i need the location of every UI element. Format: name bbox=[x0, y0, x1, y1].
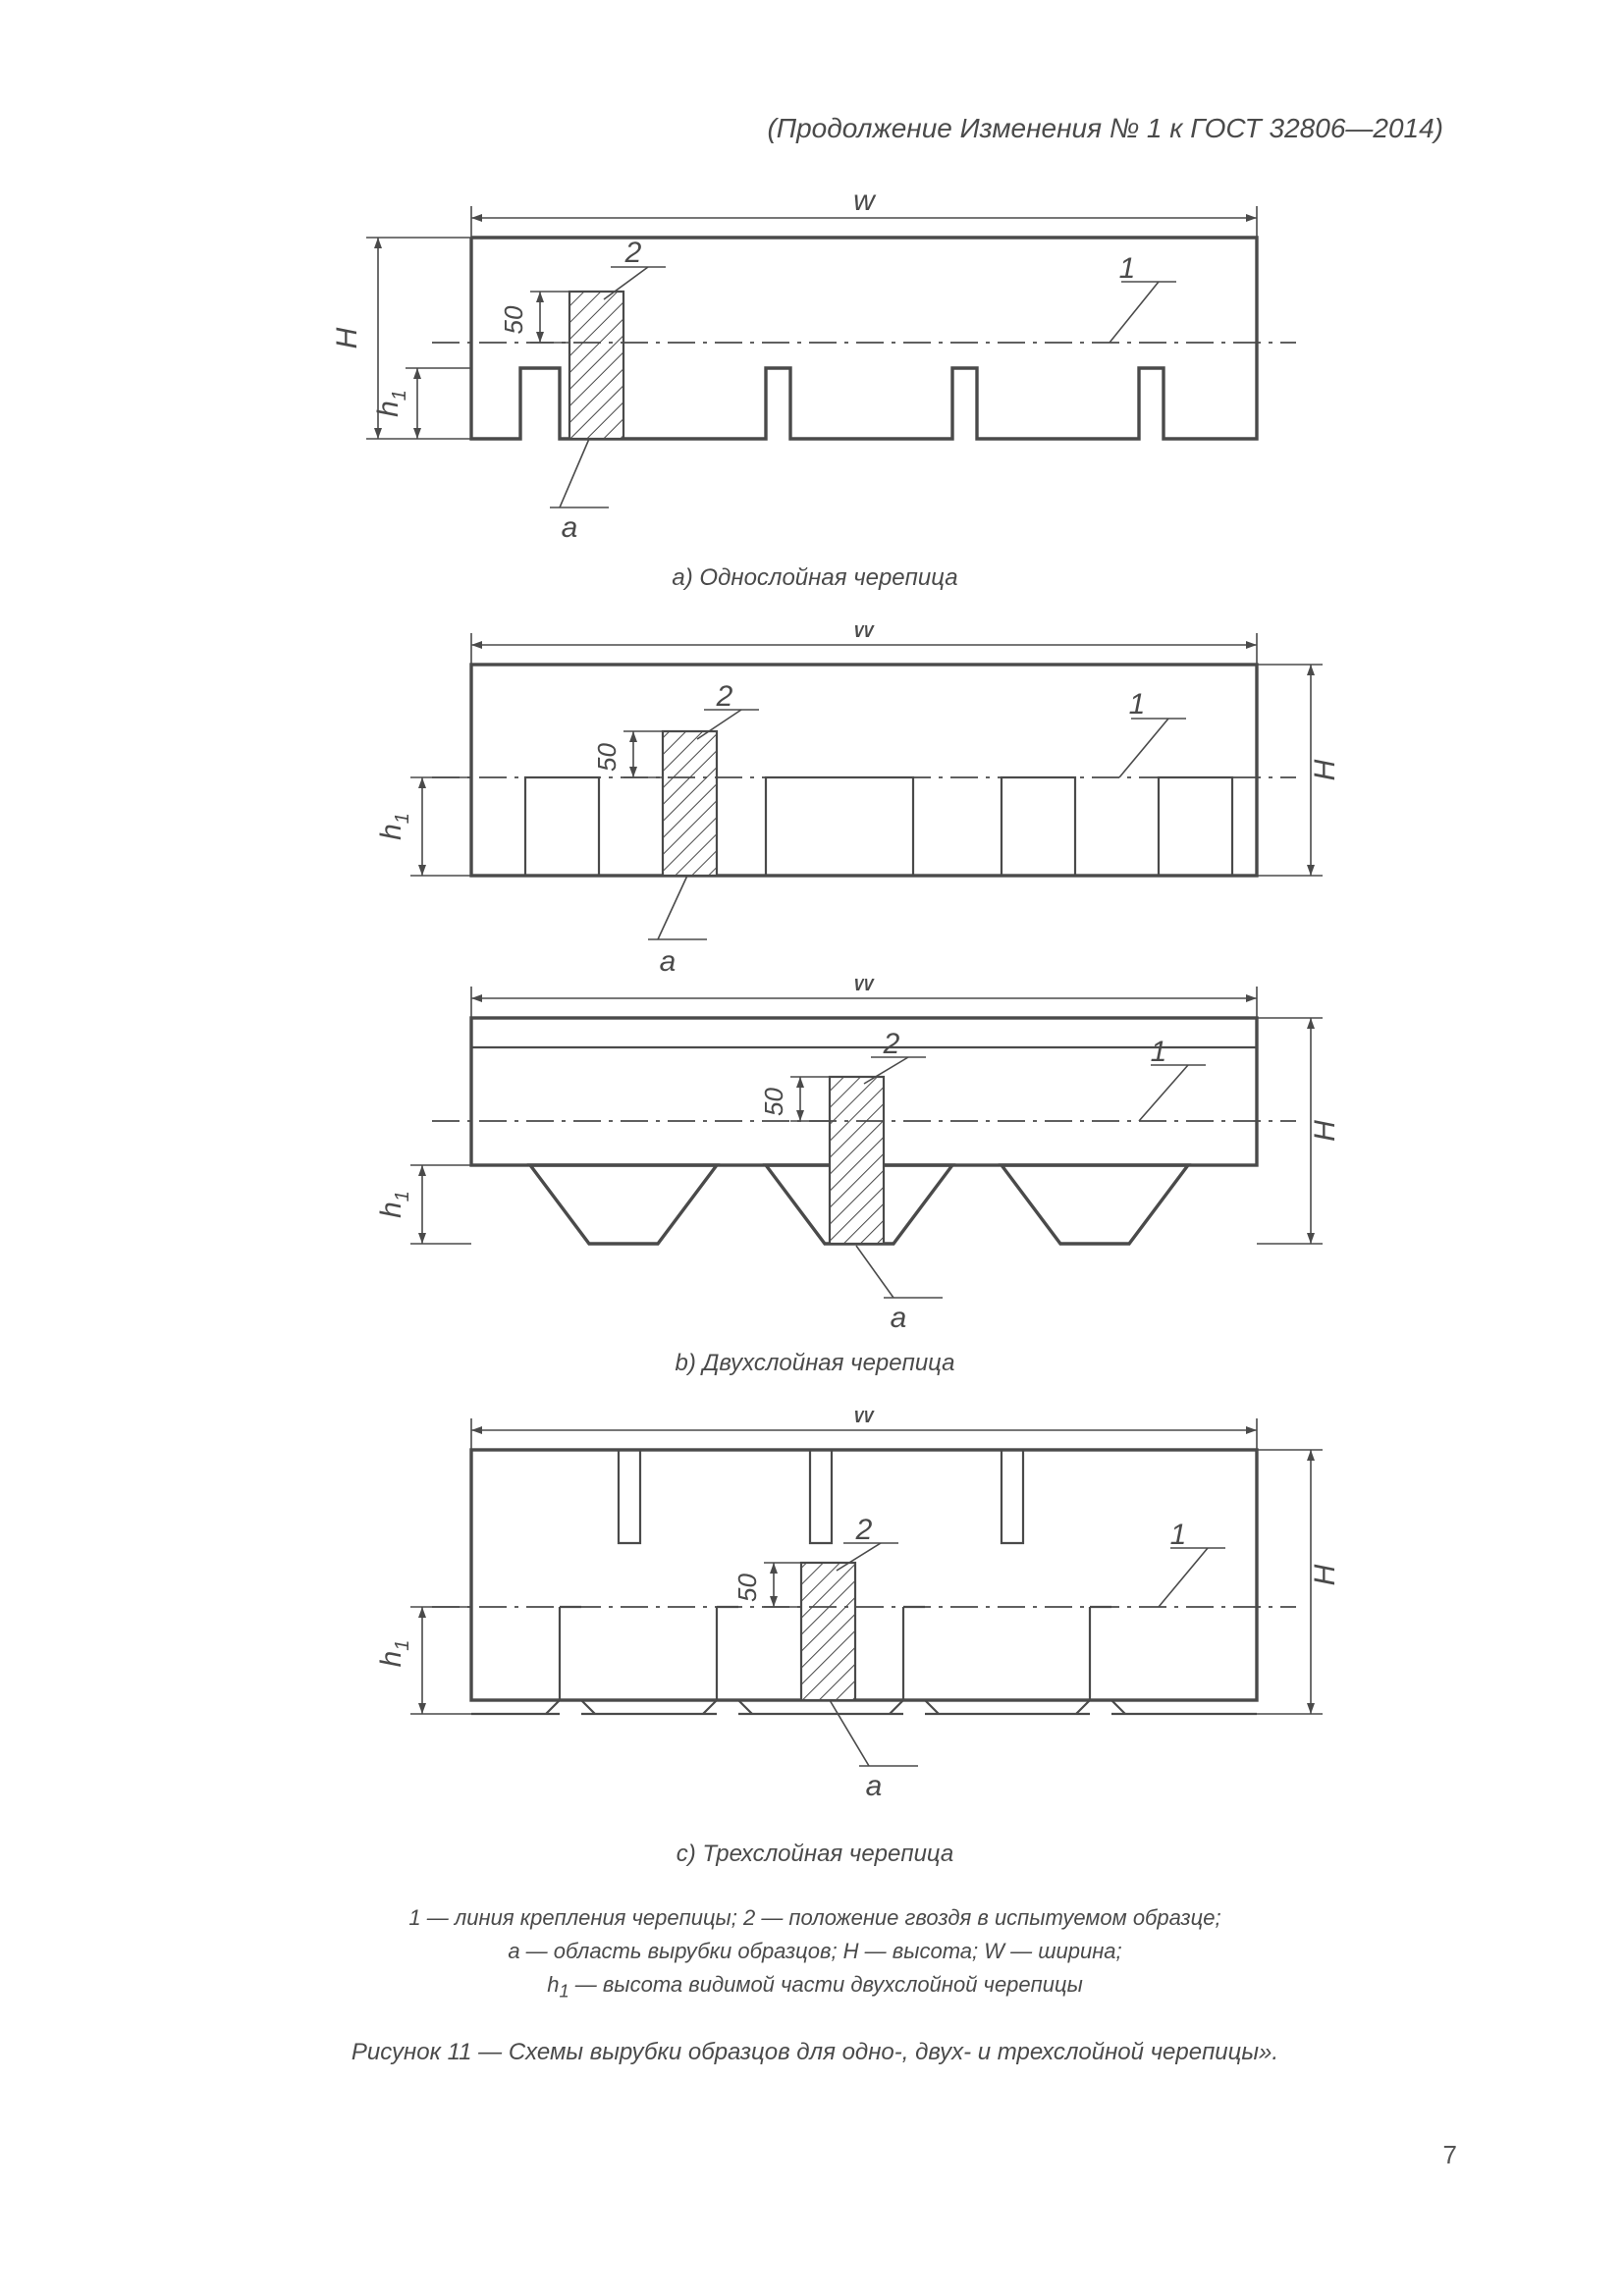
svg-text:2: 2 bbox=[883, 1028, 900, 1060]
caption-b: b) Двухслойная черепица bbox=[177, 1350, 1453, 1377]
legend-line-2: a — область вырубки образцов; H — высота… bbox=[177, 1935, 1453, 1968]
svg-text:50: 50 bbox=[499, 305, 528, 334]
caption-a: a) Однослойная черепица bbox=[177, 564, 1453, 592]
diagram-a: wHh15012a bbox=[275, 184, 1355, 547]
svg-text:2: 2 bbox=[624, 237, 642, 269]
legend: 1 — линия крепления черепицы; 2 — положе… bbox=[177, 1901, 1453, 2005]
figure-b: w Hh1 50 1 2 a w Hh1 50 1 2 a b) Двухслойная череп… bbox=[177, 625, 1453, 1377]
svg-text:a: a bbox=[660, 945, 677, 978]
svg-text:a: a bbox=[866, 1770, 883, 1802]
svg-text:50: 50 bbox=[759, 1088, 788, 1116]
svg-text:1: 1 bbox=[1170, 1519, 1187, 1551]
caption-c: c) Трехслойная черепица bbox=[177, 1841, 1453, 1868]
svg-text:50: 50 bbox=[592, 743, 622, 772]
figure-a: wHh15012a a) Однослойная черепица bbox=[177, 184, 1453, 592]
diagram-b1: w Hh1 50 1 2 a bbox=[275, 625, 1355, 979]
svg-text:w: w bbox=[853, 1411, 877, 1429]
svg-text:1: 1 bbox=[1129, 688, 1146, 721]
legend-line-3: h1 — высота видимой части двухслойной че… bbox=[177, 1968, 1453, 2005]
page-header: (Продолжение Изменения № 1 к ГОСТ 32806—… bbox=[177, 113, 1453, 144]
svg-text:1: 1 bbox=[1151, 1036, 1167, 1068]
svg-text:H: H bbox=[1309, 1564, 1341, 1585]
svg-text:a: a bbox=[891, 1302, 907, 1332]
svg-text:a: a bbox=[562, 511, 578, 544]
svg-text:h1: h1 bbox=[375, 813, 413, 840]
svg-text:h1: h1 bbox=[375, 1640, 413, 1668]
svg-text:h1: h1 bbox=[375, 1191, 413, 1218]
svg-text:2: 2 bbox=[855, 1514, 873, 1546]
svg-text:w: w bbox=[853, 979, 877, 997]
svg-text:w: w bbox=[853, 185, 877, 217]
page-number: 7 bbox=[1443, 2140, 1457, 2170]
diagram-c: w Hh1 50 1 2 a bbox=[275, 1411, 1355, 1823]
figure-c: w Hh1 50 1 2 a c) Трехслойная черепица bbox=[177, 1411, 1453, 1868]
svg-text:50: 50 bbox=[732, 1574, 762, 1602]
diagram-b2: w Hh1 50 1 2 a bbox=[275, 979, 1355, 1332]
svg-text:H: H bbox=[1309, 759, 1341, 780]
svg-text:w: w bbox=[853, 625, 877, 644]
svg-text:H: H bbox=[331, 327, 363, 348]
svg-text:H: H bbox=[1309, 1120, 1341, 1142]
figure-title: Рисунок 11 — Схемы вырубки образцов для … bbox=[177, 2039, 1453, 2066]
legend-line-1: 1 — линия крепления черепицы; 2 — положе… bbox=[177, 1901, 1453, 1935]
svg-text:1: 1 bbox=[1119, 252, 1136, 285]
svg-text:2: 2 bbox=[716, 680, 733, 713]
